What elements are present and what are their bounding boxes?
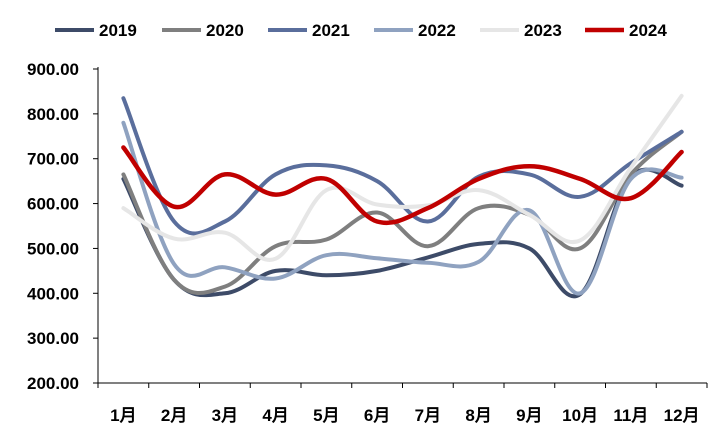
legend-label: 2019: [99, 21, 137, 40]
x-tick-label: 1月: [110, 406, 136, 425]
legend-label: 2021: [312, 21, 350, 40]
legend-item-2020: 2020: [162, 21, 244, 40]
x-tick-label: 8月: [465, 406, 491, 425]
series-line-2020: [121, 129, 684, 296]
series-line-2024: [121, 145, 684, 226]
x-tick-label: 5月: [313, 406, 339, 425]
y-tick-label: 900.00: [27, 60, 79, 79]
legend-item-2021: 2021: [268, 21, 350, 40]
legend: 2019 2020 2021 2022 2023 2024: [55, 21, 667, 40]
y-tick-label: 300.00: [27, 329, 79, 348]
x-tick-label: 9月: [516, 406, 542, 425]
y-tick-label: 700.00: [27, 150, 79, 169]
x-tick-label: 2月: [161, 406, 187, 425]
legend-item-2019: 2019: [55, 21, 137, 40]
y-tick-label: 500.00: [27, 239, 79, 258]
y-tick-label: 600.00: [27, 195, 79, 214]
legend-item-2023: 2023: [480, 21, 562, 40]
x-axis-tick-labels: 1月 2月 3月 4月 5月 6月 7月 8月 9月 10月 11月 12月: [110, 406, 699, 425]
y-tick-label: 800.00: [27, 105, 79, 124]
y-tick-label: 200.00: [27, 374, 79, 393]
x-tick-label: 7月: [415, 406, 441, 425]
legend-label: 2023: [524, 21, 562, 40]
series-line-2022: [121, 120, 684, 296]
x-tick-label: 10月: [562, 406, 598, 425]
x-tick-label: 11月: [613, 406, 648, 425]
series-lines: [121, 93, 684, 299]
y-tick-label: 400.00: [27, 284, 79, 303]
x-tick-label: 3月: [212, 406, 238, 425]
legend-label: 2024: [629, 21, 667, 40]
legend-item-2024: 2024: [585, 21, 667, 40]
y-axis-tick-labels: 900.00 800.00 700.00 600.00 500.00 400.00 300.…: [27, 60, 79, 393]
x-tick-label: 4月: [262, 406, 288, 425]
x-tick-label: 12月: [664, 406, 700, 425]
axes: [93, 67, 708, 388]
x-tick-label: 6月: [364, 406, 390, 425]
legend-label: 2020: [206, 21, 244, 40]
legend-label: 2022: [418, 21, 456, 40]
series-line-2021: [121, 96, 684, 236]
legend-item-2022: 2022: [374, 21, 456, 40]
series-line-2023: [121, 93, 684, 262]
